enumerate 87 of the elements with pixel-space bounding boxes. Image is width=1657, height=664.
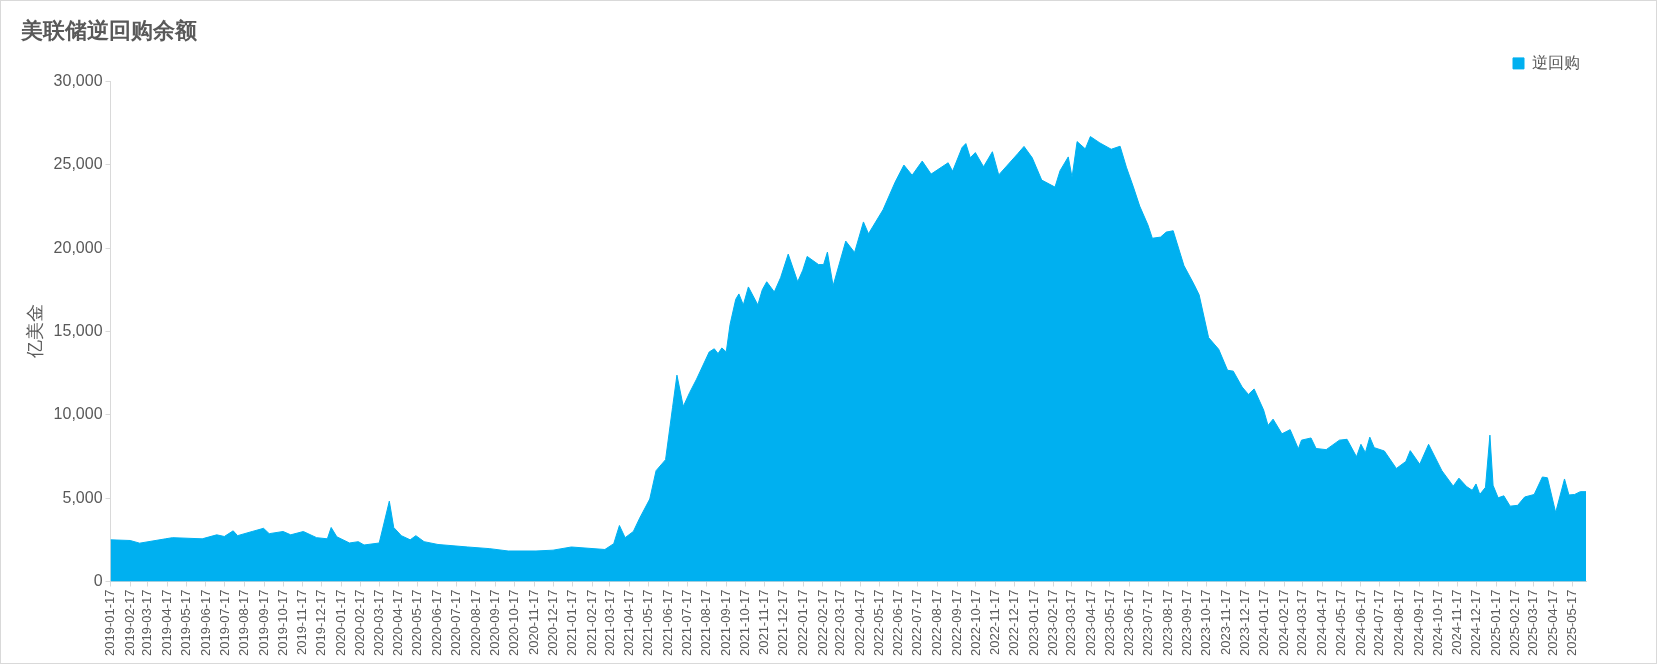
- x-tick-label: 2021-10-17: [736, 589, 752, 656]
- x-tick-label: 2023-03-17: [1063, 589, 1078, 656]
- x-tick-label: 2022-10-17: [967, 589, 983, 656]
- x-tick-label: 2023-11-17: [1217, 589, 1233, 656]
- x-tick-label: 2023-09-17: [1179, 589, 1195, 656]
- x-tick-label: 2020-06-17: [428, 589, 444, 656]
- legend-label: 逆回购: [1532, 53, 1580, 71]
- x-tick-label: 2024-07-17: [1371, 589, 1387, 656]
- x-tick-label: 2021-09-17: [717, 589, 733, 656]
- y-tick-label: 30,000: [53, 71, 103, 89]
- x-tick-label: 2020-09-17: [487, 589, 503, 656]
- x-tick-label: 2025-02-17: [1507, 589, 1523, 656]
- x-tick-label: 2023-08-17: [1159, 589, 1175, 656]
- x-tick-label: 2021-01-17: [564, 589, 580, 656]
- x-tick-label: 2021-05-17: [640, 589, 656, 656]
- chart-title: 美联储逆回购余额: [20, 18, 198, 44]
- x-tick-label: 2023-04-17: [1082, 589, 1098, 656]
- x-tick-label: 2023-06-17: [1121, 589, 1137, 656]
- y-tick-label: 15,000: [53, 321, 103, 339]
- x-tick-label: 2021-11-17: [756, 589, 772, 656]
- x-tick-label: 2023-12-17: [1236, 589, 1252, 656]
- x-tick-label: 2022-07-17: [909, 589, 925, 656]
- x-tick-label: 2019-08-17: [236, 589, 252, 656]
- x-tick-label: 2021-08-17: [698, 589, 714, 656]
- x-tick-label: 2022-01-17: [794, 589, 810, 656]
- x-tick-label: 2020-12-17: [544, 589, 560, 656]
- x-tick-label: 2021-12-17: [775, 589, 791, 656]
- x-tick-label: 2025-05-17: [1563, 589, 1579, 656]
- x-tick-label: 2019-06-17: [197, 589, 213, 656]
- y-tick-label: 5,000: [62, 488, 103, 506]
- x-tick-label: 2020-05-17: [409, 589, 425, 656]
- x-tick-label: 2024-01-17: [1256, 589, 1272, 656]
- x-tick-label: 2024-10-17: [1429, 589, 1445, 656]
- x-tick-label: 2022-12-17: [1006, 589, 1022, 656]
- x-tick-label: 2024-02-17: [1276, 589, 1292, 656]
- x-tick-label: 2024-05-17: [1332, 589, 1348, 656]
- x-tick-label: 2019-09-17: [255, 589, 271, 656]
- x-tick-label: 2024-04-17: [1313, 589, 1329, 656]
- x-tick-label: 2024-03-17: [1294, 589, 1310, 656]
- x-tick-label: 2021-04-17: [621, 589, 637, 656]
- x-tick-label: 2023-01-17: [1025, 589, 1041, 656]
- x-tick-label: 2019-01-17: [102, 589, 118, 656]
- x-tick-label: 2021-03-17: [601, 589, 617, 656]
- x-tick-label: 2021-02-17: [583, 589, 599, 656]
- x-tick-label: 2019-11-17: [294, 589, 310, 656]
- x-tick-label: 2022-05-17: [870, 589, 886, 656]
- y-tick-label: 10,000: [53, 405, 103, 423]
- x-tick-label: 2021-06-17: [659, 589, 675, 656]
- x-tick-label: 2022-02-17: [814, 589, 830, 656]
- x-tick-label: 2020-01-17: [332, 589, 348, 656]
- x-tick-label: 2019-04-17: [159, 589, 175, 656]
- x-tick-label: 2024-09-17: [1410, 589, 1426, 656]
- x-tick-label: 2020-03-17: [370, 589, 386, 656]
- x-tick-label: 2023-07-17: [1140, 589, 1156, 656]
- x-tick-label: 2024-12-17: [1468, 589, 1484, 656]
- x-tick-label: 2020-10-17: [506, 589, 522, 656]
- x-tick-label: 2024-11-17: [1449, 589, 1465, 656]
- x-tick-label: 2019-07-17: [216, 589, 232, 656]
- x-tick-label: 2019-12-17: [313, 589, 329, 656]
- x-tick-label: 2025-03-17: [1525, 589, 1541, 656]
- x-tick-label: 2023-05-17: [1101, 589, 1117, 656]
- x-tick-label: 2020-02-17: [352, 589, 368, 656]
- x-tick-label: 2022-09-17: [948, 589, 964, 656]
- x-tick-label: 2019-02-17: [121, 589, 137, 656]
- y-tick-label: 20,000: [53, 238, 103, 256]
- x-tick-label: 2019-05-17: [177, 589, 193, 656]
- x-tick-label: 2025-04-17: [1544, 589, 1560, 656]
- y-tick-label: 0: [93, 571, 103, 589]
- x-tick-label: 2020-08-17: [467, 589, 483, 656]
- x-tick-label: 2024-08-17: [1391, 589, 1407, 656]
- x-tick-label: 2020-04-17: [390, 589, 406, 656]
- x-tick-label: 2019-10-17: [274, 589, 290, 656]
- x-tick-label: 2022-06-17: [890, 589, 906, 656]
- x-tick-label: 2021-07-17: [678, 589, 694, 656]
- x-tick-label: 2022-08-17: [928, 589, 944, 656]
- x-tick-label: 2023-10-17: [1198, 589, 1214, 656]
- x-tick-label: 2022-03-17: [832, 589, 848, 656]
- x-tick-label: 2024-06-17: [1352, 589, 1368, 656]
- x-tick-label: 2025-01-17: [1487, 589, 1503, 656]
- x-tick-label: 2022-04-17: [851, 589, 867, 656]
- y-tick-label: 25,000: [53, 155, 103, 173]
- x-tick-label: 2020-11-17: [525, 589, 541, 656]
- x-tick-label: 2020-07-17: [447, 589, 463, 656]
- x-tick-label: 2022-11-17: [987, 589, 1003, 656]
- y-axis-title: 亿美金: [24, 304, 45, 360]
- x-tick-label: 2023-02-17: [1045, 589, 1061, 656]
- x-tick-label: 2019-03-17: [139, 589, 155, 656]
